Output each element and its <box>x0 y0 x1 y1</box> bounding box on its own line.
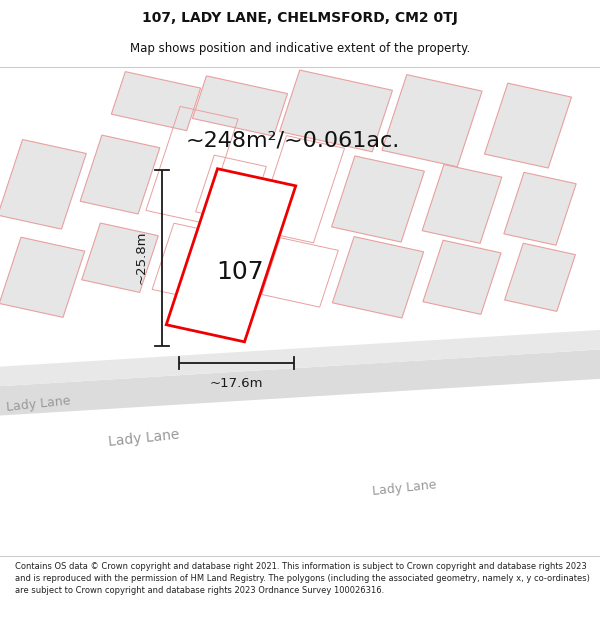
Polygon shape <box>504 173 576 245</box>
Text: ~17.6m: ~17.6m <box>209 377 263 390</box>
Polygon shape <box>382 74 482 167</box>
Polygon shape <box>505 243 575 311</box>
Text: ~248m²/~0.061ac.: ~248m²/~0.061ac. <box>186 130 400 150</box>
Text: Lady Lane: Lady Lane <box>6 395 71 414</box>
Polygon shape <box>484 83 572 168</box>
Polygon shape <box>422 164 502 243</box>
Polygon shape <box>0 139 86 229</box>
Polygon shape <box>112 72 200 131</box>
Polygon shape <box>80 135 160 214</box>
Polygon shape <box>280 70 392 152</box>
Text: Lady Lane: Lady Lane <box>372 478 437 498</box>
Polygon shape <box>0 326 600 390</box>
Polygon shape <box>82 223 158 292</box>
Polygon shape <box>166 169 296 342</box>
Text: 107, LADY LANE, CHELMSFORD, CM2 0TJ: 107, LADY LANE, CHELMSFORD, CM2 0TJ <box>142 11 458 25</box>
Polygon shape <box>332 156 424 242</box>
Text: Map shows position and indicative extent of the property.: Map shows position and indicative extent… <box>130 42 470 54</box>
Polygon shape <box>423 240 501 314</box>
Polygon shape <box>0 346 600 419</box>
Text: ~25.8m: ~25.8m <box>134 231 148 284</box>
Polygon shape <box>332 237 424 318</box>
Polygon shape <box>193 76 287 136</box>
Polygon shape <box>0 238 85 318</box>
Text: Contains OS data © Crown copyright and database right 2021. This information is : Contains OS data © Crown copyright and d… <box>15 562 590 595</box>
Text: Lady Lane: Lady Lane <box>108 428 181 449</box>
Text: 107: 107 <box>216 261 264 284</box>
